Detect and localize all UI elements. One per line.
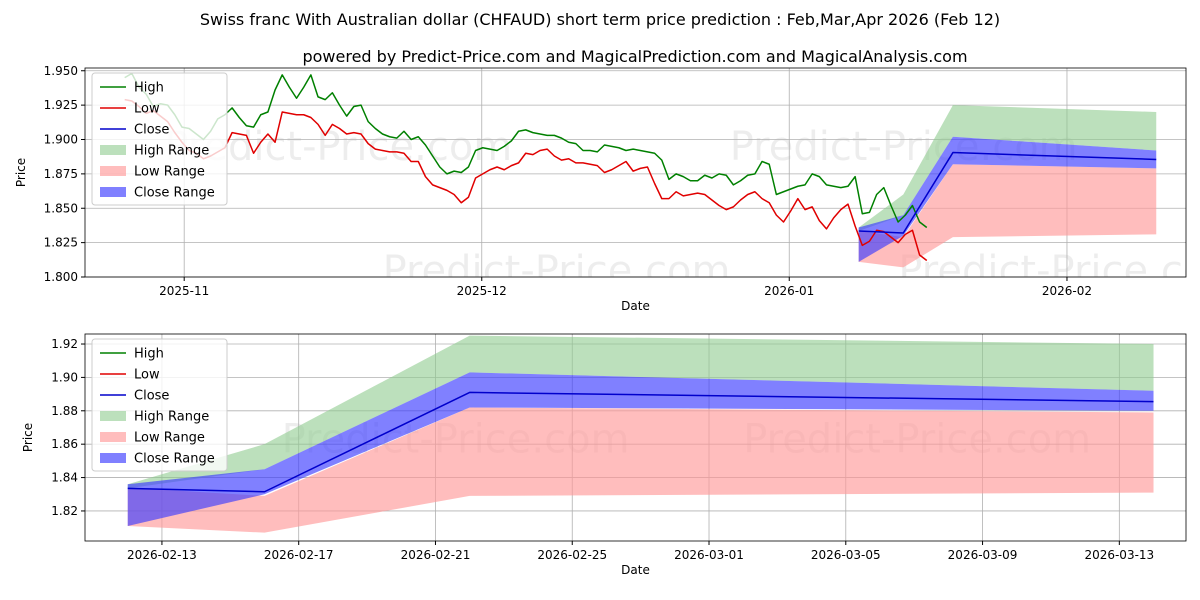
legend-label: Close Range — [134, 452, 215, 467]
legend-label: Close — [134, 123, 169, 138]
high-range-area — [858, 105, 1157, 231]
legend-swatch — [100, 187, 126, 197]
y-tick-label: 1.82 — [51, 504, 78, 518]
y-tick-label: 1.86 — [51, 437, 78, 451]
y-tick-label: 1.84 — [51, 471, 78, 485]
bottom-chart-panel: Predict-Price.comPredict-Price.com2026-0… — [21, 333, 1187, 577]
legend-swatch — [100, 145, 126, 155]
legend-label: High — [134, 81, 164, 96]
legend-label: Low — [134, 368, 160, 383]
y-tick-label: 1.925 — [44, 98, 78, 112]
axes-frame — [84, 67, 1187, 278]
legend-label: High Range — [134, 410, 209, 425]
legend-swatch — [100, 166, 126, 176]
x-tick-label: 2025-12 — [457, 284, 507, 298]
chart-subtitle: powered by Predict-Price.com and Magical… — [302, 47, 967, 66]
legend-label: Low — [134, 102, 160, 117]
y-tick-label: 1.875 — [44, 167, 78, 181]
x-tick-label: 2026-02-13 — [127, 548, 197, 562]
x-tick-label: 2026-02 — [1042, 284, 1092, 298]
y-tick-label: 1.88 — [51, 404, 78, 418]
y-tick-label: 1.92 — [51, 337, 78, 351]
x-axis-label: Date — [621, 299, 650, 313]
legend-label: Close — [134, 389, 169, 404]
x-tick-label: 2026-03-05 — [811, 548, 881, 562]
plot-area — [127, 335, 1154, 533]
y-tick-label: 1.825 — [44, 236, 78, 250]
high-series-line — [124, 72, 928, 229]
chart-title: Swiss franc With Australian dollar (CHFA… — [200, 10, 1000, 29]
close-range-area — [858, 136, 1157, 262]
high-range-area — [127, 335, 1154, 489]
legend-label: Low Range — [134, 431, 205, 446]
low-range-area — [858, 164, 1157, 268]
y-tick-label: 1.900 — [44, 133, 78, 147]
low-range-area — [127, 407, 1154, 533]
y-axis-label: Price — [21, 423, 35, 452]
close-series-line — [127, 391, 1154, 493]
plot-area — [124, 72, 1157, 268]
legend-label: High — [134, 347, 164, 362]
legend-label: Low Range — [134, 165, 205, 180]
y-axis-label: Price — [14, 158, 28, 187]
x-tick-label: 2026-02-25 — [537, 548, 607, 562]
top-chart-panel: Predict-Price.comPredict-Price.comPredic… — [14, 64, 1200, 313]
axes-frame — [84, 333, 1187, 542]
x-tick-label: 2026-03-09 — [948, 548, 1018, 562]
y-tick-label: 1.950 — [44, 64, 78, 78]
y-tick-label: 1.850 — [44, 201, 78, 215]
x-tick-label: 2026-01 — [764, 284, 814, 298]
legend-label: High Range — [134, 144, 209, 159]
legend-swatch — [100, 432, 126, 442]
legend: High Low Close High Range Low Range Close Ran… — [91, 338, 228, 472]
x-tick-label: 2025-11 — [159, 284, 209, 298]
x-axis-label: Date — [621, 563, 650, 577]
low-series-line — [124, 98, 928, 262]
legend-label: Close Range — [134, 186, 215, 201]
x-tick-label: 2026-02-17 — [264, 548, 334, 562]
x-tick-label: 2026-02-21 — [401, 548, 471, 562]
close-series-line — [858, 151, 1157, 234]
x-tick-label: 2026-03-13 — [1084, 548, 1154, 562]
watermark-text: Predict-Price.com — [383, 248, 731, 294]
y-tick-label: 1.90 — [51, 370, 78, 384]
close-range-area — [127, 372, 1154, 526]
legend-swatch — [100, 453, 126, 463]
x-tick-label: 2026-03-01 — [674, 548, 744, 562]
legend-swatch — [100, 411, 126, 421]
legend: High Low Close High Range Low Range Close Ran… — [91, 72, 228, 206]
y-tick-label: 1.800 — [44, 270, 78, 284]
watermark-text: Predict-Price.com — [898, 248, 1200, 294]
